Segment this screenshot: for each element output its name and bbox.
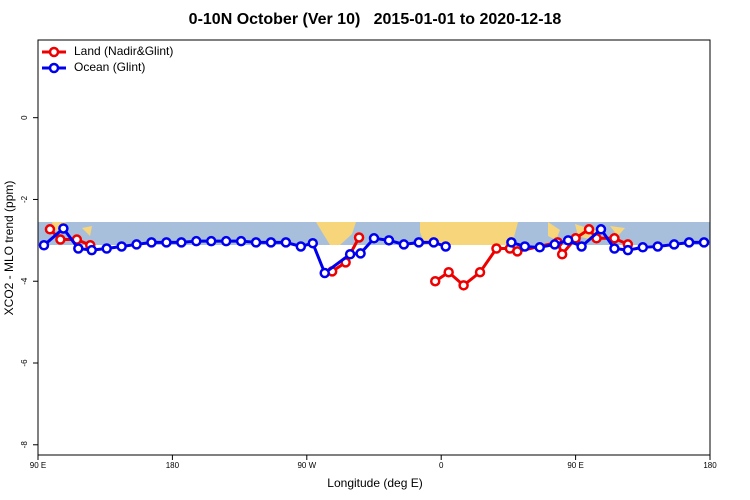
point [58,223,69,234]
point [131,239,142,250]
legend-marker [48,62,60,74]
point [161,237,172,248]
point [512,246,523,257]
chart-title: 0-10N October (Ver 10) 2015-01-01 to 202… [189,11,562,28]
point [220,235,232,247]
point [683,237,695,248]
point [73,243,84,254]
legend-label: Land (Nadir&Glint) [74,44,173,58]
x-tick-label: 90 E [567,461,583,470]
point [86,244,98,256]
point [652,241,663,252]
point [576,241,587,252]
point [668,239,680,250]
point [368,233,380,244]
point [235,235,247,247]
point [440,241,451,252]
legend-marker [48,46,60,58]
point [556,248,568,260]
point [191,235,202,247]
point [583,224,595,235]
x-tick-label: 0 [439,461,444,470]
point [506,237,517,248]
point [55,234,66,245]
point [205,235,217,247]
land-patch [316,222,356,245]
point [609,243,620,254]
point [383,235,395,246]
point [265,237,277,248]
point [443,266,454,278]
point [319,267,330,279]
point [250,237,262,248]
point [609,233,620,244]
plot-frame [37,39,711,456]
point [562,235,574,246]
point [101,243,112,254]
point [116,241,127,252]
point [307,237,319,249]
point [398,239,410,250]
point [698,237,710,248]
point [413,237,425,248]
point [519,241,531,252]
x-tick-label: 180 [166,461,180,470]
point [534,242,546,253]
point [428,237,439,248]
point [637,242,649,253]
point [355,248,366,259]
point [622,244,634,256]
x-tick-label: 180 [703,461,717,470]
point [146,237,157,248]
point [491,243,502,254]
point [458,280,469,291]
x-tick-label: 90 W [297,461,316,470]
point [38,240,50,251]
point [280,237,292,248]
x-axis-label: Longitude (deg E) [327,476,422,490]
point [176,237,187,248]
y-tick-label: -4 [20,277,29,285]
y-axis-label: XCO2 - MLO trend (ppm) [2,181,16,316]
land-patch [420,222,518,245]
legend-label: Ocean (Glint) [74,60,145,74]
y-tick-label: -6 [20,359,29,367]
point [429,275,441,287]
point [353,232,365,243]
point [295,241,307,252]
point [344,248,356,260]
y-tick-label: -8 [20,441,29,449]
point [595,224,607,235]
point [549,239,560,250]
x-tick-label: 90 E [30,461,46,470]
y-tick-label: -2 [20,195,29,203]
point [44,224,56,235]
y-tick-label: 0 [20,115,29,120]
point [474,266,486,278]
